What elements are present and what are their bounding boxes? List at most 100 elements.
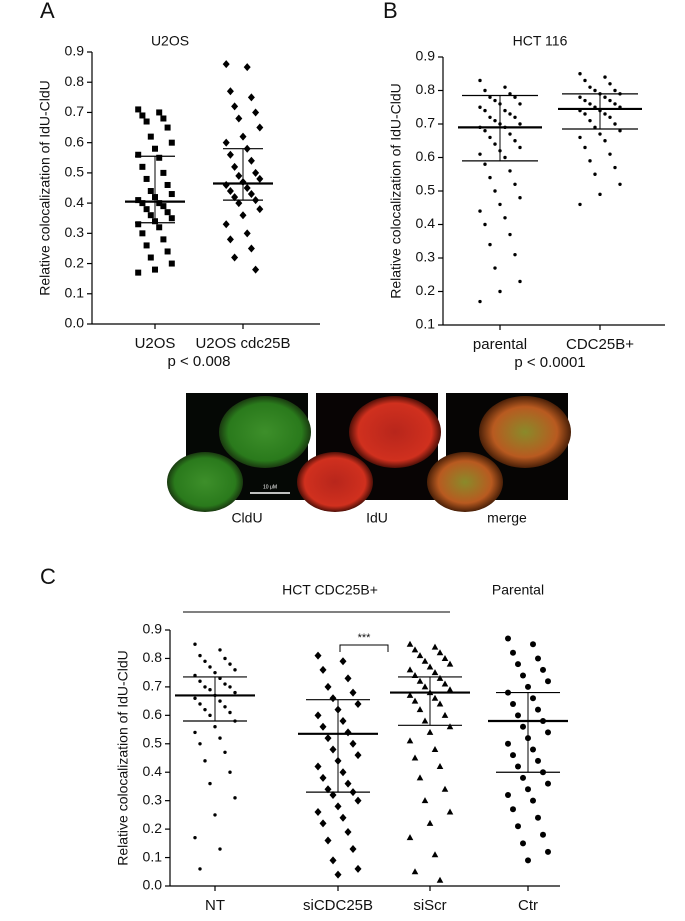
dot (603, 139, 607, 143)
dot (598, 132, 602, 136)
dot (193, 835, 197, 840)
dot (135, 197, 142, 204)
dot (222, 180, 230, 189)
dot (334, 870, 342, 879)
y-tick-label: 0.2 (143, 820, 163, 836)
dot (231, 102, 239, 111)
dot (406, 640, 414, 647)
dot (515, 763, 521, 770)
y-tick-label: 0.3 (143, 791, 163, 807)
dot (152, 266, 158, 273)
dot (503, 85, 507, 89)
nucleus (427, 452, 503, 512)
image-caption: CldU (231, 510, 262, 526)
x-tick-label: U2OS cdc25B (195, 335, 290, 352)
dot (483, 108, 487, 113)
dot (233, 796, 237, 800)
dot (505, 791, 511, 798)
x-tick-label: parental (473, 336, 527, 353)
dot (498, 202, 502, 207)
dot (493, 98, 497, 103)
dot (426, 819, 434, 826)
y-tick-label: 0.2 (416, 282, 436, 298)
significance: *** (358, 632, 372, 644)
dot (505, 635, 511, 642)
image-caption: merge (487, 510, 527, 526)
dot (436, 763, 444, 770)
y-tick-label: 0.8 (143, 649, 163, 665)
dot (545, 678, 551, 685)
dot (535, 655, 541, 662)
dot (231, 253, 239, 262)
p-value: p < 0.008 (168, 353, 231, 370)
dot (535, 706, 541, 713)
dot (198, 742, 202, 746)
y-tick-label: 0.7 (65, 103, 85, 119)
dot (421, 683, 429, 690)
dot (436, 700, 444, 707)
dot (583, 145, 587, 150)
dot (329, 856, 337, 865)
dot (243, 184, 251, 192)
dot (226, 235, 234, 244)
dot (233, 690, 237, 695)
nucleus (219, 396, 311, 468)
image-caption: IdU (366, 510, 388, 526)
dot (314, 651, 322, 660)
dot (488, 115, 492, 120)
dot (203, 707, 207, 712)
dot (256, 174, 264, 183)
dot (222, 220, 230, 229)
dot (198, 679, 202, 683)
dot (478, 299, 482, 304)
dot (139, 230, 146, 237)
dot (416, 774, 424, 781)
dot (239, 132, 247, 141)
dot (406, 834, 414, 841)
dot (218, 648, 222, 652)
dot (520, 723, 526, 730)
dot (545, 729, 551, 736)
dot (513, 95, 517, 99)
dot (431, 669, 439, 676)
dot (411, 868, 419, 875)
dot (247, 156, 255, 165)
dot (488, 242, 492, 247)
dot (441, 711, 449, 718)
x-tick-label: NT (205, 897, 225, 914)
dot (198, 702, 202, 706)
dot (156, 154, 163, 161)
dot (540, 831, 546, 838)
y-tick-label: 0.3 (65, 224, 85, 240)
dot (603, 112, 607, 116)
dot (156, 200, 163, 207)
dot (252, 265, 260, 274)
dot (213, 670, 217, 675)
dot (329, 694, 337, 703)
x-tick-label: U2OS (135, 335, 176, 352)
dot (513, 182, 517, 186)
y-tick-label: 0.0 (143, 877, 163, 893)
dot (421, 657, 429, 664)
dot (193, 696, 197, 700)
dot (488, 175, 492, 180)
dot (505, 740, 511, 747)
dot (349, 688, 357, 697)
dot (421, 717, 429, 724)
dot (203, 685, 207, 689)
dot (483, 129, 487, 133)
dot (508, 132, 512, 136)
dot (520, 774, 526, 781)
dot (239, 211, 247, 220)
p-value: p < 0.0001 (514, 354, 585, 371)
dot (583, 112, 587, 116)
dot (518, 102, 522, 106)
dot (168, 215, 175, 222)
dot (228, 662, 232, 666)
dot (518, 279, 522, 284)
dot (213, 725, 217, 729)
y-axis-label: Relative colocalization of IdU-CldU (115, 650, 131, 866)
dot (441, 680, 449, 687)
dot (535, 757, 541, 764)
